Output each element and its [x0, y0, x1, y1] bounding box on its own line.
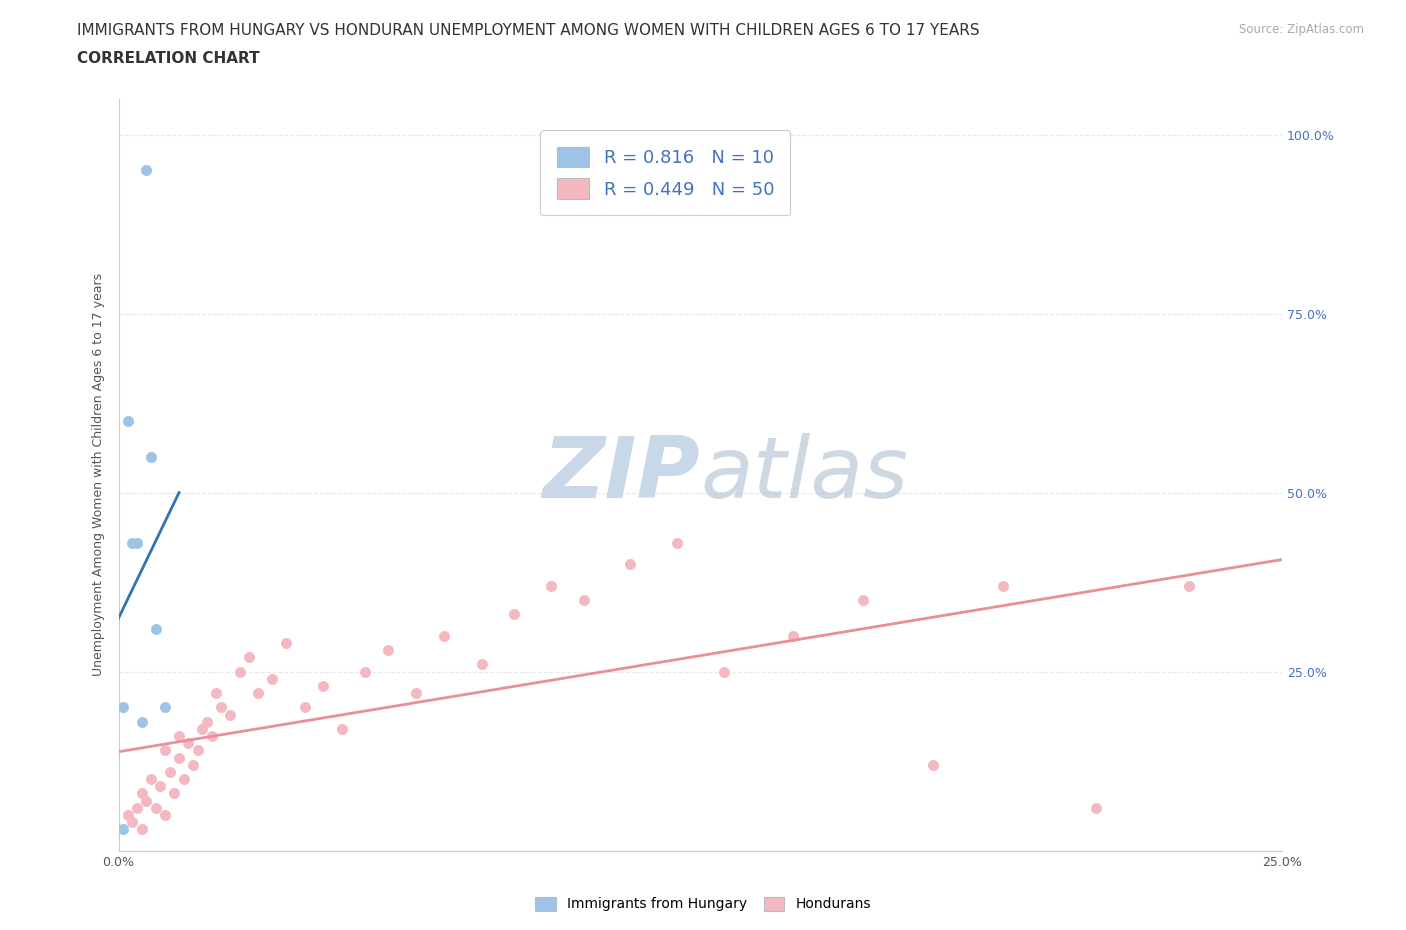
Point	[852, 592, 875, 607]
Point	[145, 621, 167, 636]
Point	[167, 728, 190, 743]
Point	[187, 743, 209, 758]
Point	[135, 163, 157, 178]
Point	[470, 657, 492, 671]
Point	[782, 629, 804, 644]
Point	[228, 664, 250, 679]
Point	[117, 414, 139, 429]
Point	[377, 643, 399, 658]
Point	[294, 700, 316, 715]
Text: ZIP: ZIP	[543, 433, 700, 516]
Point	[153, 743, 176, 758]
Point	[219, 707, 242, 722]
Point	[131, 714, 153, 729]
Point	[159, 764, 181, 779]
Point	[922, 757, 945, 772]
Point	[149, 778, 172, 793]
Point	[167, 751, 190, 765]
Point	[181, 757, 204, 772]
Point	[1178, 578, 1201, 593]
Point	[112, 700, 135, 715]
Point	[405, 685, 427, 700]
Point	[262, 671, 284, 686]
Text: IMMIGRANTS FROM HUNGARY VS HONDURAN UNEMPLOYMENT AMONG WOMEN WITH CHILDREN AGES : IMMIGRANTS FROM HUNGARY VS HONDURAN UNEM…	[77, 23, 980, 38]
Point	[666, 536, 689, 551]
Text: CORRELATION CHART: CORRELATION CHART	[77, 51, 260, 66]
Point	[433, 629, 456, 644]
Point	[713, 664, 735, 679]
Point	[354, 664, 377, 679]
Point	[238, 650, 260, 665]
Point	[205, 685, 228, 700]
Point	[209, 700, 232, 715]
Point	[112, 822, 135, 837]
Legend: R = 0.816   N = 10, R = 0.449   N = 50: R = 0.816 N = 10, R = 0.449 N = 50	[540, 130, 790, 216]
Point	[139, 772, 162, 787]
Point	[139, 449, 162, 464]
Point	[201, 728, 224, 743]
Point	[191, 722, 214, 737]
Point	[163, 786, 186, 801]
Legend: Immigrants from Hungary, Hondurans: Immigrants from Hungary, Hondurans	[529, 890, 877, 919]
Point	[153, 807, 176, 822]
Point	[131, 822, 153, 837]
Point	[145, 800, 167, 815]
Point	[991, 578, 1014, 593]
Point	[572, 592, 595, 607]
Point	[131, 786, 153, 801]
Point	[135, 793, 157, 808]
Point	[274, 635, 297, 650]
Point	[127, 800, 149, 815]
Text: atlas: atlas	[700, 433, 908, 516]
Point	[312, 679, 335, 694]
Point	[121, 536, 143, 551]
Point	[177, 736, 200, 751]
Point	[195, 714, 218, 729]
Point	[619, 557, 641, 572]
Point	[173, 772, 195, 787]
Point	[330, 722, 353, 737]
Point	[117, 807, 139, 822]
Y-axis label: Unemployment Among Women with Children Ages 6 to 17 years: Unemployment Among Women with Children A…	[93, 273, 105, 676]
Point	[121, 815, 143, 830]
Point	[153, 700, 176, 715]
Point	[503, 607, 526, 622]
Point	[1084, 800, 1107, 815]
Point	[127, 536, 149, 551]
Point	[540, 578, 562, 593]
Text: Source: ZipAtlas.com: Source: ZipAtlas.com	[1239, 23, 1364, 36]
Point	[247, 685, 270, 700]
